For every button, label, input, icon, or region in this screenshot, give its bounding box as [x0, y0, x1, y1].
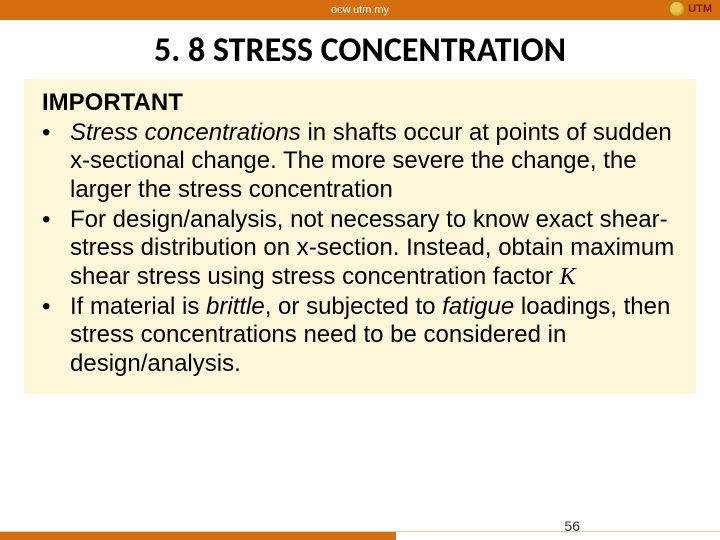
- footer-bar: 56: [0, 518, 720, 540]
- header-url: ocw.utm.my: [331, 4, 389, 16]
- italic-term: Stress concentrations: [70, 119, 301, 146]
- header-logo: UTM: [669, 1, 712, 17]
- bullet-marker-icon: •: [42, 206, 70, 291]
- bullet-body: If material is: [70, 293, 206, 320]
- bullet-text: For design/analysis, not necessary to kn…: [70, 206, 678, 291]
- header-bar: ocw.utm.my UTM: [0, 0, 720, 20]
- page-title: 5. 8 STRESS CONCENTRATION: [0, 30, 720, 71]
- bullet-body: For design/analysis, not necessary to kn…: [70, 206, 674, 290]
- italic-term: fatigue: [442, 293, 514, 320]
- bullet-item: • If material is brittle, or subjected t…: [42, 293, 678, 378]
- bullet-item: • For design/analysis, not necessary to …: [42, 206, 678, 291]
- italic-term: brittle: [206, 293, 265, 320]
- content-box: IMPORTANT • Stress concentrations in sha…: [24, 79, 696, 394]
- k-factor: K: [560, 264, 576, 290]
- logo-text: UTM: [688, 3, 712, 15]
- bullet-body: , or subjected to: [265, 293, 442, 320]
- bullet-text: If material is brittle, or subjected to …: [70, 293, 678, 378]
- footer-accent: [0, 532, 396, 540]
- bullet-item: • Stress concentrations in shafts occur …: [42, 119, 678, 204]
- bullet-marker-icon: •: [42, 119, 70, 204]
- page-number: 56: [564, 518, 580, 534]
- important-heading: IMPORTANT: [42, 89, 678, 117]
- bullet-text: Stress concentrations in shafts occur at…: [70, 119, 678, 204]
- logo-seal-icon: [669, 1, 685, 17]
- bullet-marker-icon: •: [42, 293, 70, 378]
